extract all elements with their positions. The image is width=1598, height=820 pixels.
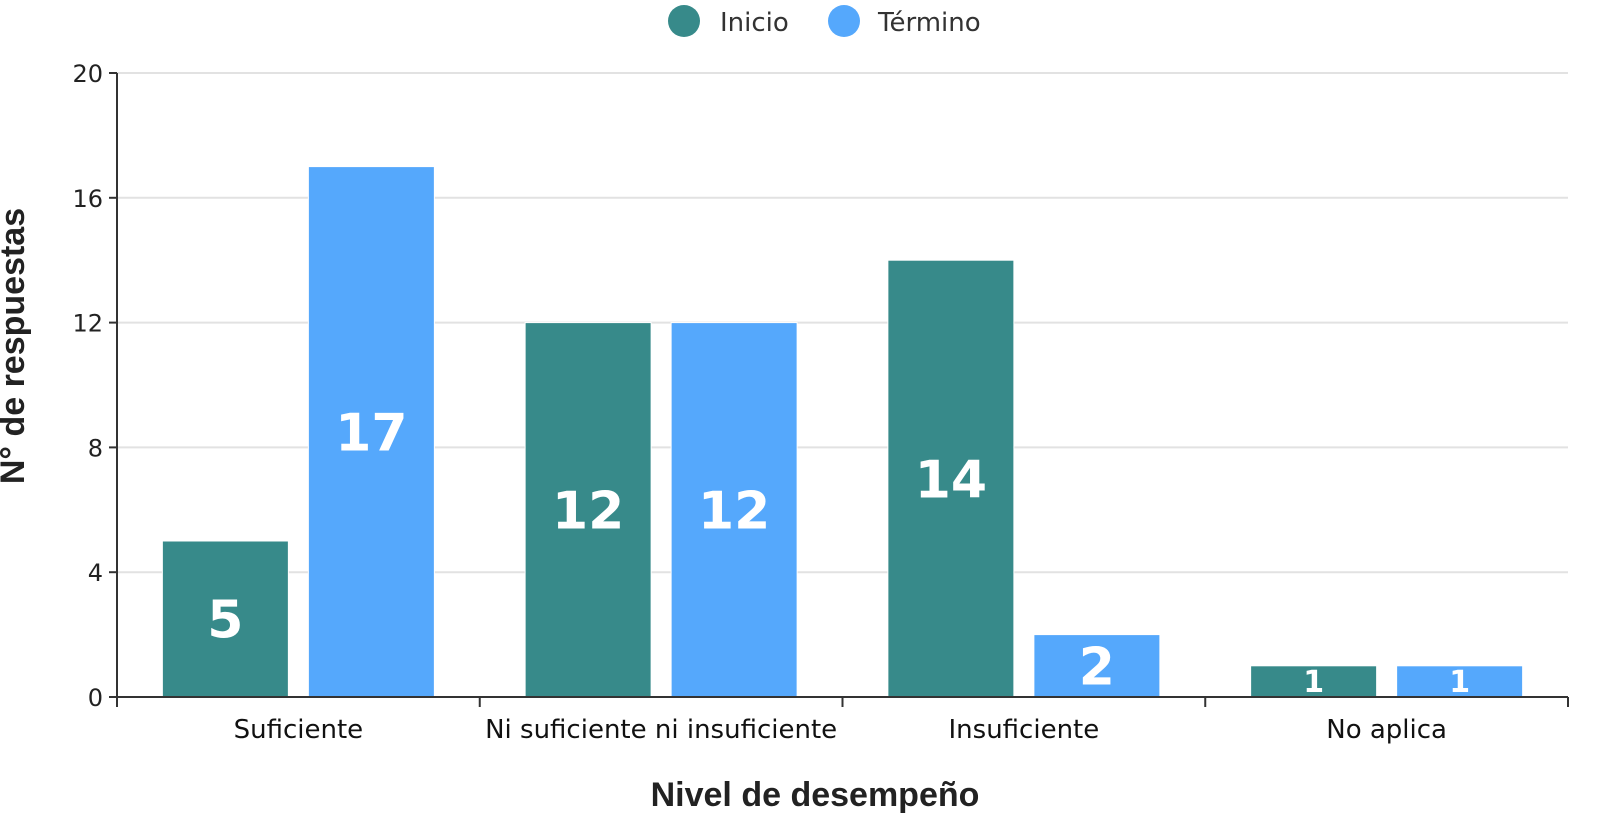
legend: Inicio Término [668, 5, 981, 38]
bar-trmino-0 [307, 166, 435, 698]
bars [161, 166, 1524, 698]
data-labels: 5 17 12 12 14 2 1 1 [207, 404, 1470, 701]
bar-trmino-3 [1396, 665, 1524, 698]
legend-label-termino: Término [877, 8, 981, 38]
x-tick-label: No aplica [1326, 715, 1447, 745]
y-tick-label: 16 [72, 185, 103, 213]
data-label: 2 [1079, 638, 1115, 698]
x-tick-label: Suficiente [234, 715, 364, 745]
y-axis-title: N° de respuestas [0, 208, 32, 484]
y-tick-labels: 0 4 8 12 16 20 [72, 60, 103, 712]
bar-trmino-2 [1033, 634, 1161, 698]
y-tick-label: 4 [88, 559, 103, 587]
bar-inicio-1 [524, 322, 652, 698]
data-label: 1 [1449, 665, 1470, 700]
data-label: 14 [915, 450, 987, 510]
x-axis-title: Nivel de desempeño [651, 776, 980, 814]
legend-swatch-termino [828, 5, 860, 37]
data-label: 1 [1303, 665, 1324, 700]
bar-inicio-0 [161, 540, 289, 698]
data-label: 5 [207, 591, 243, 651]
data-label: 17 [335, 404, 407, 464]
bar-trmino-1 [670, 322, 798, 698]
y-tick-label: 8 [88, 434, 103, 462]
y-tick-label: 20 [72, 60, 103, 88]
bar-inicio-2 [887, 259, 1015, 698]
data-label: 12 [698, 482, 770, 542]
x-tick-label: Insuficiente [949, 715, 1100, 745]
x-tick-labels: Suficiente Ni suficiente ni insuficiente I… [234, 715, 1447, 745]
y-tick-label: 0 [88, 684, 103, 712]
bar-inicio-3 [1250, 665, 1378, 698]
data-label: 12 [552, 482, 624, 542]
legend-swatch-inicio [668, 5, 700, 37]
x-tick-label: Ni suficiente ni insuficiente [485, 715, 837, 745]
legend-label-inicio: Inicio [720, 8, 789, 38]
y-tick-label: 12 [72, 310, 103, 338]
axes [109, 72, 1569, 707]
